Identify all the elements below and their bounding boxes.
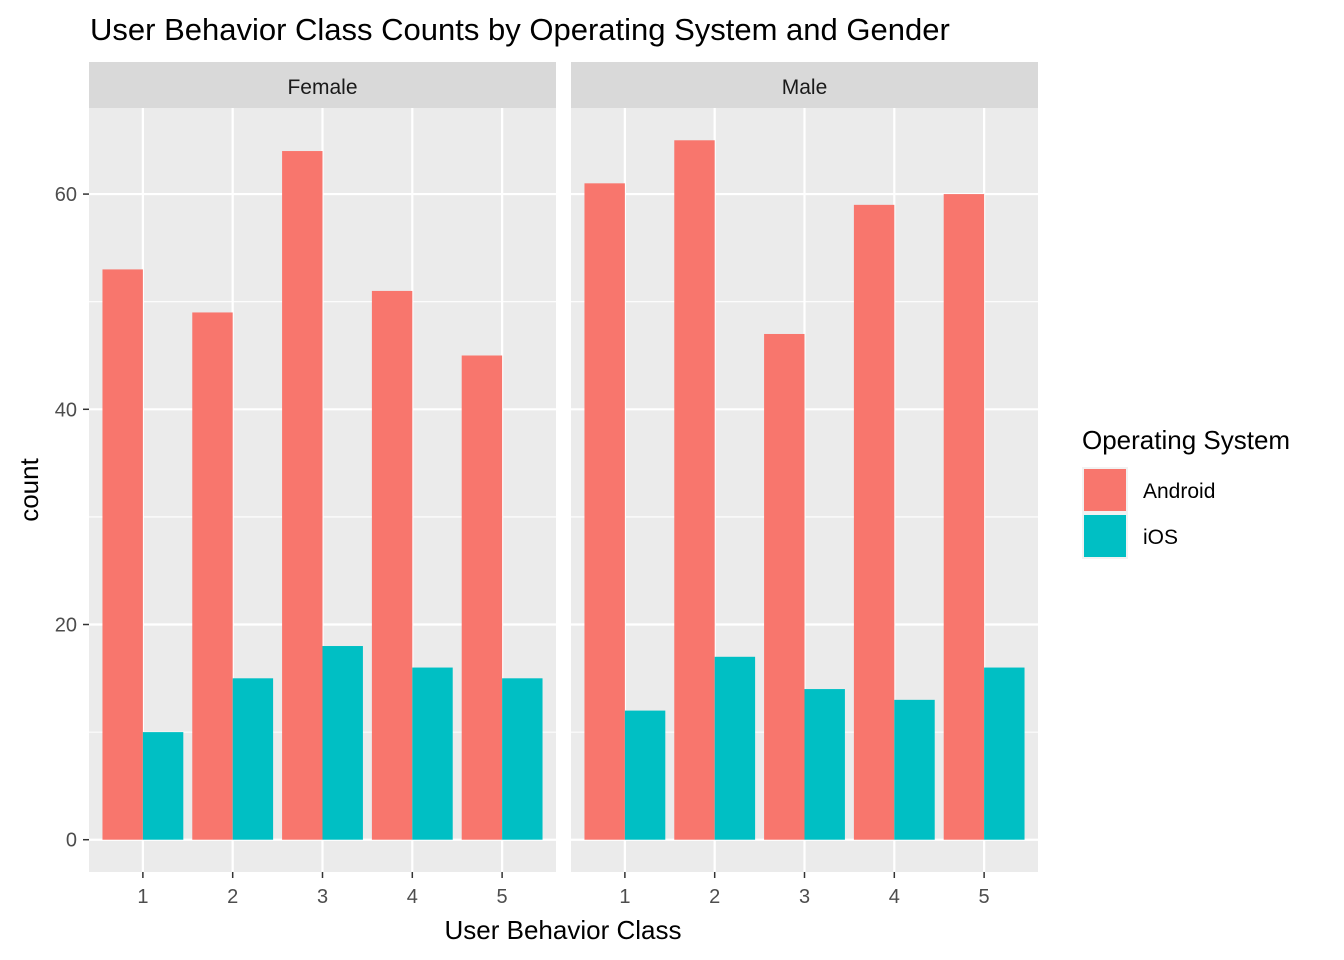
x-tick-label: 3	[317, 886, 328, 908]
y-axis-title: count	[14, 457, 44, 521]
bar-android-1	[584, 183, 625, 840]
legend-key-ios	[1084, 515, 1126, 557]
x-tick-label: 1	[619, 886, 630, 908]
x-tick-label: 5	[497, 886, 508, 908]
bar-ios-3	[322, 646, 363, 840]
x-tick-label: 1	[137, 886, 148, 908]
y-tick-label: 60	[55, 184, 77, 206]
bar-android-3	[282, 151, 323, 840]
legend-title: Operating System	[1082, 425, 1290, 455]
x-tick-label: 2	[227, 886, 238, 908]
legend-key-android	[1084, 469, 1126, 511]
bar-android-5	[943, 194, 985, 840]
bar-ios-4	[412, 667, 453, 840]
y-tick-label: 0	[66, 830, 77, 852]
facet-panels: Female 1 2 3 4 5 Male 1 2 3 4 5 0 20 40 60	[55, 62, 1038, 908]
y-tick-label: 20	[55, 615, 77, 637]
x-tick-label: 5	[979, 886, 990, 908]
facet-strip-label: Female	[287, 76, 357, 99]
legend-label-ios: iOS	[1143, 526, 1178, 549]
bar-ios-1	[624, 710, 666, 840]
x-tick-label: 2	[709, 886, 720, 908]
bar-android-1	[102, 269, 143, 840]
bar-android-2	[674, 140, 715, 840]
bar-ios-1	[142, 732, 184, 840]
bar-ios-2	[232, 678, 274, 840]
bar-android-4	[853, 204, 895, 840]
bar-ios-4	[894, 699, 935, 840]
bar-android-5	[461, 355, 503, 840]
bar-ios-5	[984, 667, 1025, 840]
x-tick-label: 4	[407, 886, 418, 908]
facet-strip-label: Male	[782, 76, 828, 99]
bar-ios-5	[502, 678, 543, 840]
x-tick-label: 3	[799, 886, 810, 908]
bar-android-3	[764, 333, 805, 840]
legend: Operating System Android iOS	[1082, 425, 1290, 559]
x-axis-title: User Behavior Class	[445, 915, 682, 945]
bar-ios-2	[714, 656, 756, 840]
y-tick-label: 40	[55, 399, 77, 421]
bar-ios-3	[804, 689, 845, 840]
chart-title: User Behavior Class Counts by Operating …	[90, 12, 950, 47]
legend-label-android: Android	[1143, 480, 1215, 503]
bar-android-2	[192, 312, 233, 840]
x-tick-label: 4	[889, 886, 900, 908]
bar-android-4	[371, 290, 413, 840]
facet-strip	[571, 62, 1038, 108]
facet-strip	[89, 62, 556, 108]
